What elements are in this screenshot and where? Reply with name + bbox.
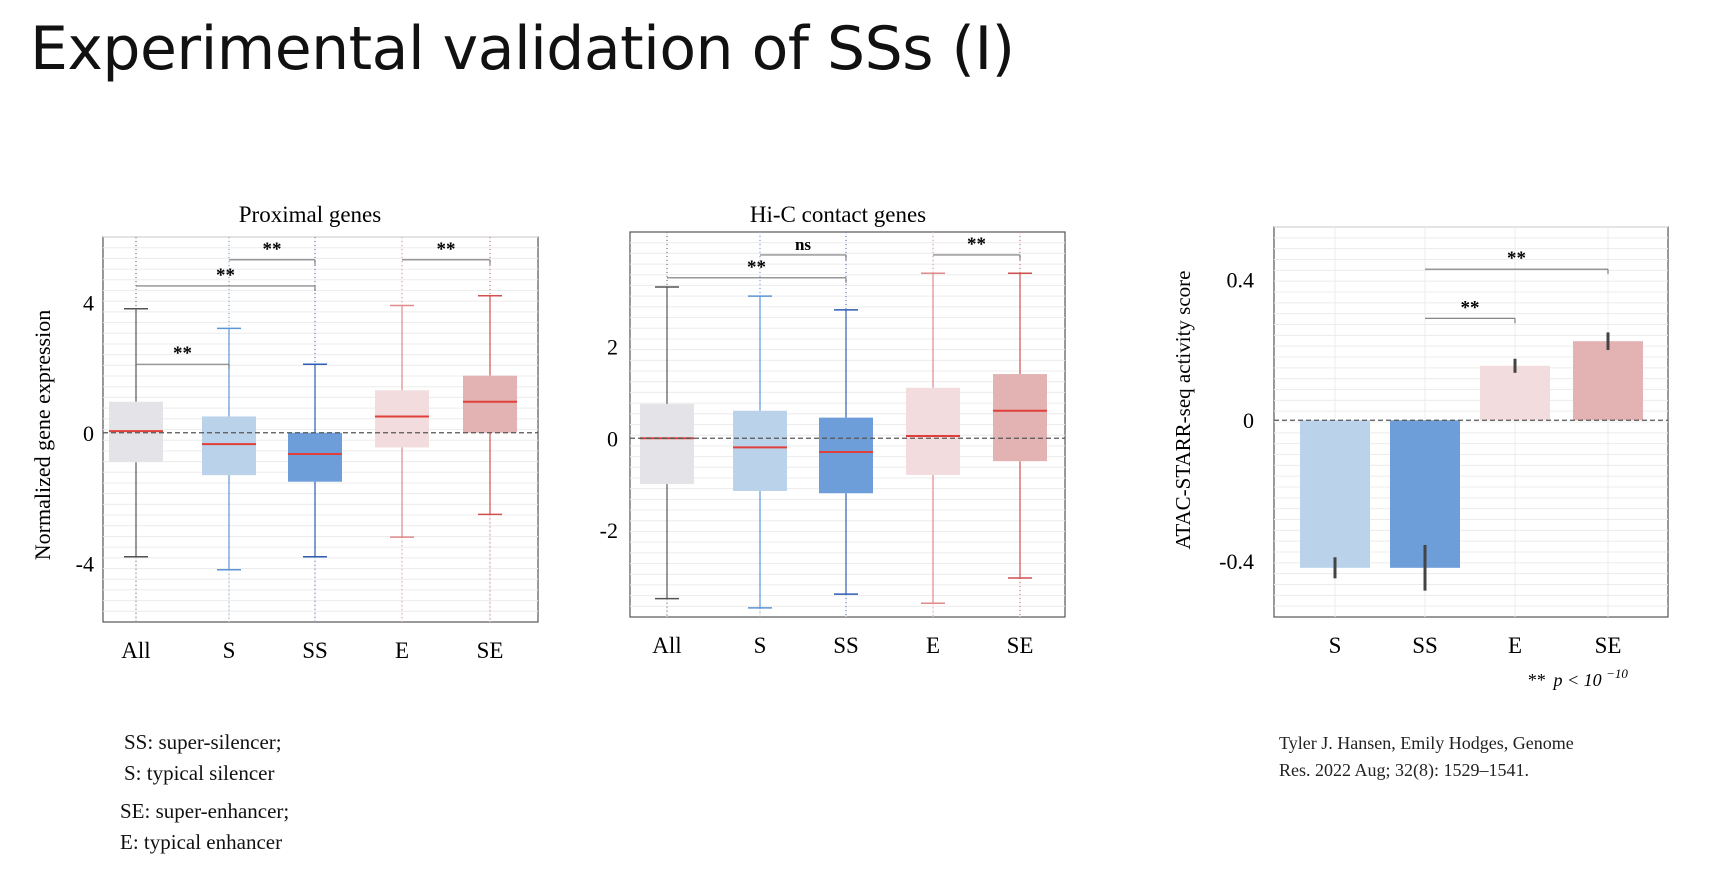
chart-atac: 0.40-0.4S SS E SE**** xyxy=(1219,226,1669,658)
footnote: ** p < 10 −10 xyxy=(1527,666,1628,690)
bar-e xyxy=(1480,358,1550,421)
chart-title-proximal: Proximal genes xyxy=(239,202,381,227)
footnote-text: p < 10 xyxy=(1552,670,1602,690)
box-body xyxy=(993,374,1047,462)
footnote-stars: ** xyxy=(1527,670,1545,690)
box-body xyxy=(202,416,256,476)
significance-label: ** xyxy=(437,239,456,260)
bar xyxy=(1300,420,1370,568)
significance-label: ** xyxy=(1507,248,1526,269)
x-tick-label: E xyxy=(395,638,409,663)
bar-s xyxy=(1300,420,1370,579)
x-tick-label: All xyxy=(652,633,681,658)
box-body xyxy=(906,387,960,475)
significance-bracket: ** xyxy=(933,234,1021,260)
x-tick-label: All xyxy=(121,638,150,663)
significance-label: ** xyxy=(263,239,282,260)
box-e xyxy=(375,237,429,622)
legend-silencers: SS: super-silencer; S: typical silencer xyxy=(124,727,282,789)
y-axis-label-proximal: Normalized gene expression xyxy=(30,310,55,560)
box-body xyxy=(288,432,342,482)
footnote-exponent: −10 xyxy=(1606,666,1628,681)
bar-ss xyxy=(1390,420,1460,591)
bar xyxy=(1573,341,1643,421)
box-all xyxy=(109,237,163,622)
box-e xyxy=(906,232,960,617)
box-body xyxy=(819,417,873,494)
box-body xyxy=(463,375,517,433)
significance-label: ** xyxy=(216,265,235,286)
significance-bracket: ** xyxy=(667,257,847,283)
x-tick-label: S xyxy=(1329,633,1342,658)
x-tick-label: S xyxy=(223,638,236,663)
y-tick-label: -4 xyxy=(76,551,94,576)
y-tick-label: 0 xyxy=(607,426,618,451)
citation-line-1: Tyler J. Hansen, Emily Hodges, Genome xyxy=(1279,733,1574,753)
y-tick-label: 4 xyxy=(83,290,94,315)
y-tick-label: 0 xyxy=(1243,408,1254,433)
y-tick-label: -2 xyxy=(600,518,618,543)
box-ss xyxy=(819,232,873,617)
x-tick-label: SS xyxy=(1412,633,1438,658)
box-body xyxy=(733,410,787,491)
box-body xyxy=(640,403,694,485)
y-axis-label-atac: ATAC-STARR-seq activity score xyxy=(1171,271,1195,550)
legend-line-s: S: typical silencer xyxy=(124,761,275,785)
significance-label: ** xyxy=(967,234,986,255)
x-tick-label: SE xyxy=(1007,633,1034,658)
significance-bracket: ** xyxy=(136,265,316,291)
box-s xyxy=(733,232,787,617)
y-tick-label: -0.4 xyxy=(1219,549,1254,574)
box-body xyxy=(375,390,429,448)
significance-label: ns xyxy=(795,235,811,254)
x-tick-label: E xyxy=(926,633,940,658)
box-ss xyxy=(288,237,342,622)
legend-line-e: E: typical enhancer xyxy=(120,830,283,854)
significance-label: ** xyxy=(747,257,766,278)
slide-title: Experimental validation of SSs (I) xyxy=(30,14,1015,84)
box-s xyxy=(202,237,256,622)
chart-title-hic: Hi-C contact genes xyxy=(750,202,926,227)
citation-line-2: Res. 2022 Aug; 32(8): 1529–1541. xyxy=(1279,760,1529,780)
y-tick-label: 0 xyxy=(83,421,94,446)
y-tick-label: 2 xyxy=(607,335,618,360)
legend-line-ss: SS: super-silencer; xyxy=(124,730,282,754)
svg-text:** p < 10 −10: ** p < 10 −10 xyxy=(1527,666,1628,690)
significance-bracket: ** xyxy=(136,343,230,370)
x-tick-label: SE xyxy=(477,638,504,663)
significance-bracket: ns xyxy=(760,235,847,260)
x-tick-label: SS xyxy=(302,638,328,663)
significance-bracket: ** xyxy=(402,239,491,265)
significance-label: ** xyxy=(1461,297,1480,318)
x-tick-label: E xyxy=(1508,633,1522,658)
bar xyxy=(1480,365,1550,421)
x-tick-label: SE xyxy=(1595,633,1622,658)
significance-bracket: ** xyxy=(229,239,316,265)
legend-line-se: SE: super-enhancer; xyxy=(120,799,290,823)
significance-label: ** xyxy=(173,343,192,364)
box-se xyxy=(463,237,517,622)
box-se xyxy=(993,232,1047,617)
bar-se xyxy=(1573,332,1643,421)
significance-bracket: ** xyxy=(1425,297,1516,324)
x-tick-label: SS xyxy=(833,633,859,658)
significance-bracket: ** xyxy=(1425,248,1609,275)
x-tick-label: S xyxy=(754,633,767,658)
bar xyxy=(1390,420,1460,568)
y-tick-label: 0.4 xyxy=(1227,268,1255,293)
citation: Tyler J. Hansen, Emily Hodges, Genome Re… xyxy=(1279,730,1659,784)
legend-enhancers: SE: super-enhancer; E: typical enhancer xyxy=(120,796,289,858)
